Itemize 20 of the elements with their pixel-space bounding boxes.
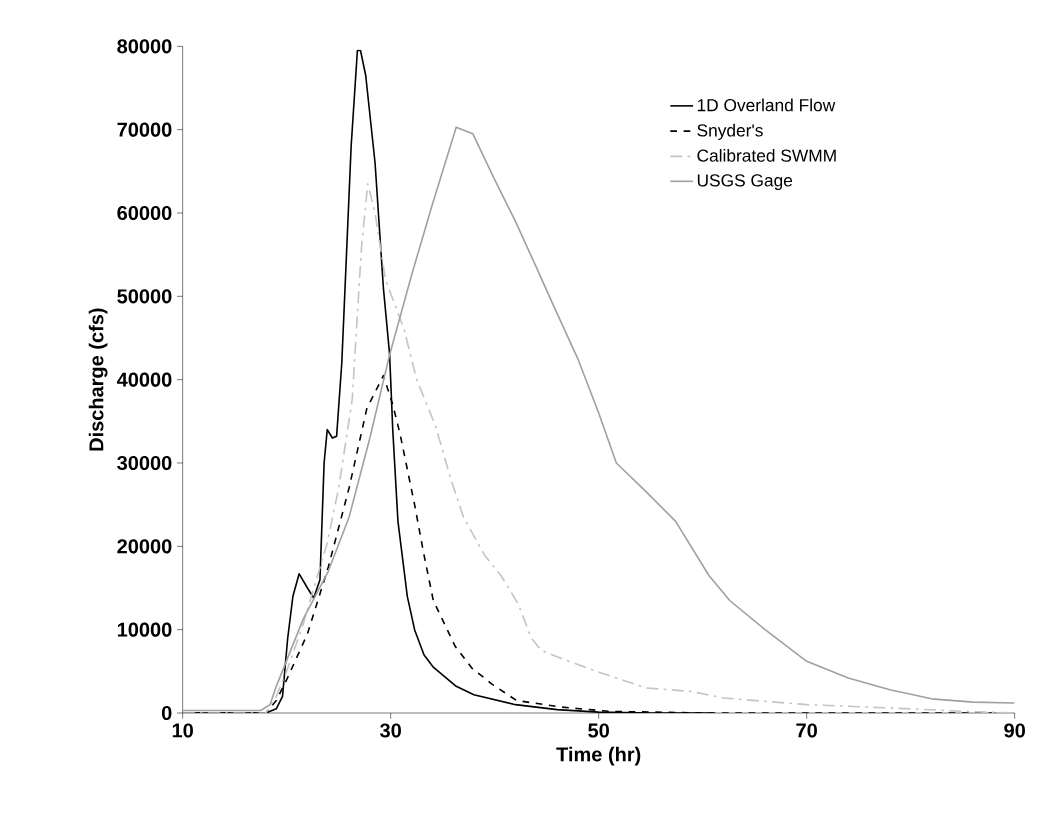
- legend-label: Calibrated SWMM: [697, 149, 836, 162]
- x-axis-title: Time (hr): [556, 746, 641, 766]
- y-tick-label: 20000: [117, 539, 172, 554]
- legend-label: 1D Overland Flow: [697, 98, 836, 112]
- y-tick-label: 0: [161, 705, 172, 721]
- y-tick-label: 10000: [117, 622, 172, 637]
- x-tick-label: 70: [796, 723, 817, 738]
- legend-label: Snyder's: [697, 123, 763, 140]
- y-axis-title: Discharge (cfs): [88, 308, 108, 451]
- y-tick-label: 50000: [117, 289, 172, 304]
- y-tick-label: 70000: [117, 122, 172, 137]
- x-tick-label: 30: [380, 723, 401, 738]
- x-tick-label: 50: [588, 723, 609, 738]
- y-tick-label: 40000: [116, 372, 172, 387]
- y-tick-label: 60000: [117, 205, 172, 221]
- y-tick-label: 80000: [117, 39, 172, 54]
- x-tick-label: 10: [172, 723, 193, 738]
- y-tick-label: 30000: [117, 455, 172, 471]
- legend-label: USGS Gage: [697, 174, 793, 190]
- x-tick-label: 90: [1004, 723, 1025, 738]
